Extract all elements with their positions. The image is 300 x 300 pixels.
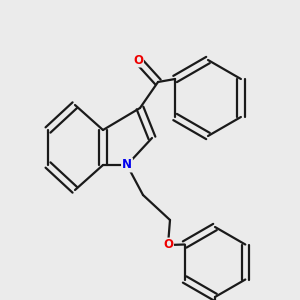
Text: O: O: [133, 53, 143, 67]
Text: O: O: [163, 238, 173, 251]
Text: N: N: [122, 158, 132, 172]
